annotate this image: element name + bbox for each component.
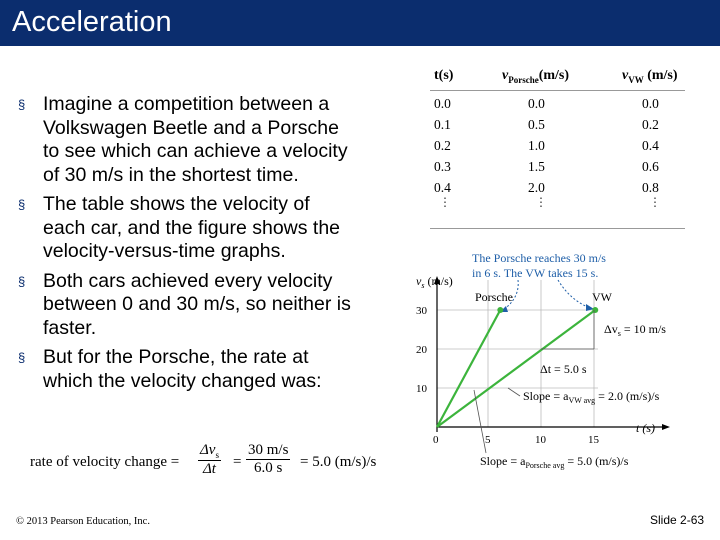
callout-arrow-vw <box>557 279 591 309</box>
y-axis-arrow-icon <box>434 276 440 284</box>
grid-lines <box>437 280 598 427</box>
equation-equals: = <box>233 454 242 470</box>
table-cell: 0.4 <box>642 138 659 153</box>
table-bottom-rule <box>430 228 685 229</box>
table-cell: 0.0 <box>642 96 659 111</box>
bullet-text: The table shows the velocity of each car… <box>43 193 341 262</box>
dv-label: Δvs = 10 m/s <box>604 322 666 338</box>
table-cell: 2.0 <box>528 180 545 195</box>
slide-title: Acceleration <box>12 6 172 38</box>
velocity-time-graph: vs (m/s) t (s) 0 5 10 15 10 20 30 The Po… <box>416 251 670 470</box>
table-cell: 0.0 <box>434 96 451 111</box>
series-label-vw: VW <box>592 290 613 304</box>
table-cell: 1.0 <box>528 138 545 153</box>
table-continuation: ⋮ <box>535 195 547 209</box>
table-header-porsche: vPorsche(m/s) <box>502 68 570 85</box>
y-axis-label: vs (m/s) <box>416 274 453 290</box>
slope-vw-label: Slope = aVW avg = 2.0 (m/s)/s <box>523 389 660 405</box>
x-tick-label: 5 <box>485 434 491 446</box>
equation-fraction-symbolic: Δvs Δt <box>198 442 221 477</box>
bullet-icon: § <box>18 273 26 289</box>
table-cell: 0.0 <box>528 96 545 111</box>
bullet-icon: § <box>18 197 26 212</box>
rate-equation: rate of velocity change = Δvs Δt = 30 m/… <box>30 440 390 485</box>
bullet-item: § The table shows the velocity of each c… <box>18 193 403 264</box>
table-cell: 0.2 <box>434 138 451 153</box>
slide-number: Slide 2-63 <box>650 513 705 527</box>
title-bar: Acceleration <box>0 0 720 46</box>
bullet-text: Imagine a competition between a Volkswag… <box>43 93 348 186</box>
table-cell: 0.3 <box>434 159 451 174</box>
series-line-vw <box>436 309 596 428</box>
series-label-porsche: Porsche <box>475 290 513 304</box>
y-tick-label: 30 <box>416 305 428 317</box>
table-cell: 0.1 <box>434 117 451 132</box>
x-axis-label: t (s) <box>636 421 655 435</box>
table-cell: 0.4 <box>434 180 451 195</box>
series-line-porsche <box>436 309 502 428</box>
x-tick-label: 0 <box>433 434 439 446</box>
table-cell: 0.6 <box>642 159 659 174</box>
table-cell: 0.2 <box>642 117 659 132</box>
bullet-item: § Imagine a competition between a Volksw… <box>18 93 403 187</box>
bullet-text: Both cars achieved every velocity betwee… <box>43 269 351 339</box>
bullet-item: § Both cars achieved every velocity betw… <box>18 270 403 341</box>
bullet-icon: § <box>18 350 26 365</box>
equation-fraction-numeric: 30 m/s 6.0 s <box>246 442 291 476</box>
x-tick-label: 10 <box>535 434 547 446</box>
slope-porsche-pointer <box>473 389 487 454</box>
data-point-vw <box>592 307 599 313</box>
callout-arrowhead-icon <box>586 304 594 311</box>
table-continuation: ⋮ <box>649 195 661 209</box>
table-cell: 0.8 <box>642 180 659 195</box>
table-cell: 1.5 <box>528 159 545 174</box>
y-tick-label: 20 <box>416 344 428 356</box>
callout-text: in 6 s. The VW takes 15 s. <box>472 266 598 280</box>
x-tick-label: 15 <box>588 434 600 446</box>
table-continuation: ⋮ <box>439 195 451 209</box>
callout-text: The Porsche reaches 30 m/s <box>472 251 606 265</box>
data-point-porsche <box>497 307 504 313</box>
bullet-text: But for the Porsche, the rate at which t… <box>43 346 322 392</box>
bullet-icon: § <box>18 97 26 112</box>
table-cell: 0.5 <box>528 117 545 132</box>
dt-label: Δt = 5.0 s <box>540 362 587 376</box>
slope-porsche-label: Slope = aPorsche avg = 5.0 (m/s)/s <box>480 454 629 470</box>
copyright-notice: © 2013 Pearson Education, Inc. <box>16 516 150 527</box>
velocity-table: t(s) vPorsche(m/s) vVW (m/s) 0.0 0.0 0.0… <box>430 62 685 232</box>
x-axis-arrow-icon <box>662 424 670 430</box>
slope-vw-pointer <box>507 387 521 397</box>
table-header-vw: vVW (m/s) <box>622 68 678 85</box>
y-tick-label: 10 <box>416 383 428 395</box>
bullet-list: § Imagine a competition between a Volksw… <box>18 93 403 399</box>
bullet-item: § But for the Porsche, the rate at which… <box>18 346 403 393</box>
table-header-rule <box>430 90 685 91</box>
equation-result: = 5.0 (m/s)/s <box>300 454 377 470</box>
equation-lhs: rate of velocity change = <box>30 454 180 470</box>
table-header-time: t(s) <box>434 68 454 83</box>
